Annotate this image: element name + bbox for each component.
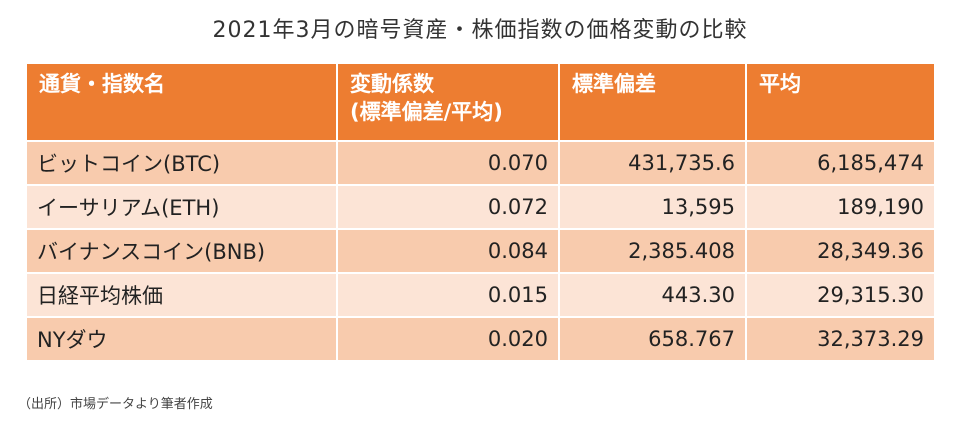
source-note: （出所）市場データより筆者作成 [18, 397, 213, 412]
header-cv: 変動係数 (標準偏差/平均) [338, 64, 560, 140]
mean-value: 32,373.29 [747, 318, 934, 360]
header-cv-line2: (標準偏差/平均) [350, 100, 503, 124]
cv-value: 0.084 [338, 230, 560, 272]
asset-name: イーサリアム(ETH) [27, 186, 338, 228]
mean-value: 28,349.36 [747, 230, 934, 272]
asset-name: ビットコイン(BTC) [27, 142, 338, 184]
cv-value: 0.020 [338, 318, 560, 360]
table-row: バイナンスコイン(BNB) 0.084 2,385.408 28,349.36 [27, 230, 934, 274]
table-header-row: 通貨・指数名 変動係数 (標準偏差/平均) 標準偏差 平均 [27, 64, 934, 142]
table-row: 日経平均株価 0.015 443.30 29,315.30 [27, 274, 934, 318]
header-cv-line1: 変動係数 [350, 72, 434, 96]
comparison-table: 通貨・指数名 変動係数 (標準偏差/平均) 標準偏差 平均 ビットコイン(BTC… [27, 64, 934, 362]
asset-name: バイナンスコイン(BNB) [27, 230, 338, 272]
asset-name: 日経平均株価 [27, 274, 338, 316]
std-value: 431,735.6 [560, 142, 747, 184]
std-value: 2,385.408 [560, 230, 747, 272]
table-row: ビットコイン(BTC) 0.070 431,735.6 6,185,474 [27, 142, 934, 186]
table-row: NYダウ 0.020 658.767 32,373.29 [27, 318, 934, 362]
mean-value: 29,315.30 [747, 274, 934, 316]
header-name: 通貨・指数名 [27, 64, 338, 140]
std-value: 13,595 [560, 186, 747, 228]
page-title: 2021年3月の暗号資産・株価指数の価格変動の比較 [212, 18, 748, 43]
asset-name: NYダウ [27, 318, 338, 360]
table-row: イーサリアム(ETH) 0.072 13,595 189,190 [27, 186, 934, 230]
std-value: 658.767 [560, 318, 747, 360]
std-value: 443.30 [560, 274, 747, 316]
header-mean: 平均 [747, 64, 934, 140]
mean-value: 6,185,474 [747, 142, 934, 184]
cv-value: 0.072 [338, 186, 560, 228]
cv-value: 0.070 [338, 142, 560, 184]
cv-value: 0.015 [338, 274, 560, 316]
header-std: 標準偏差 [560, 64, 747, 140]
mean-value: 189,190 [747, 186, 934, 228]
